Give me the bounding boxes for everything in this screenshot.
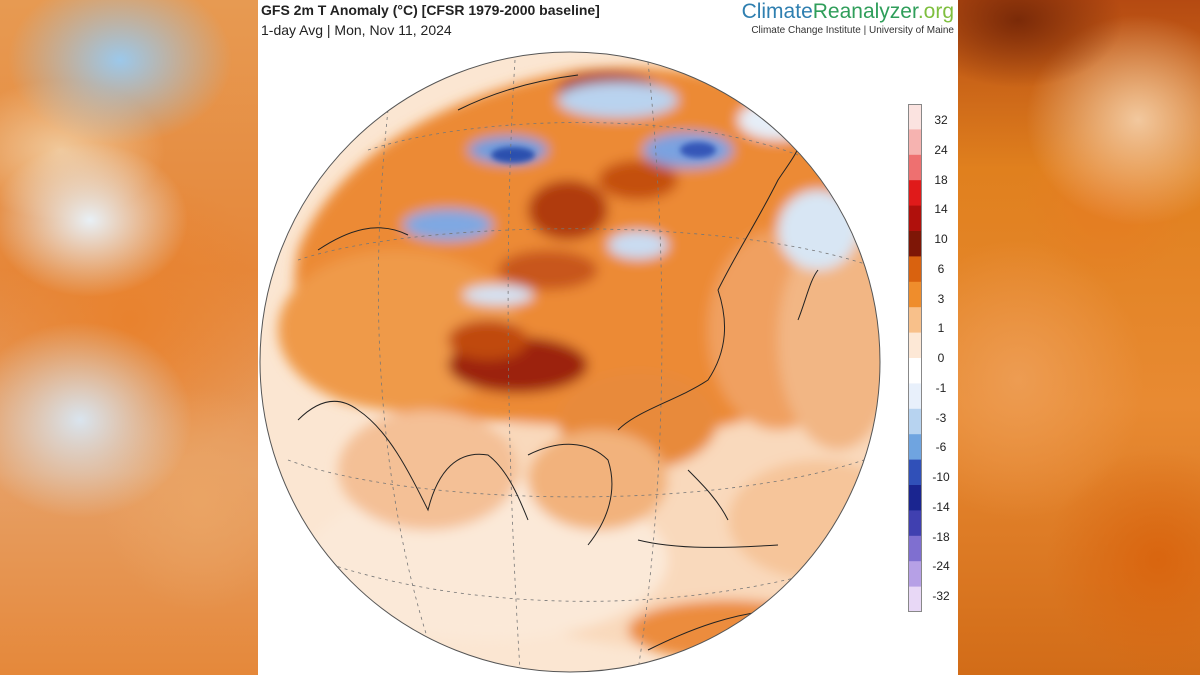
colorbar-swatch [908, 104, 922, 130]
colorbar-tick-label: -14 [932, 499, 950, 514]
colorbar-swatch [908, 459, 922, 486]
colorbar-swatch [908, 535, 922, 562]
map-panel: GFS 2m T Anomaly (°C) [CFSR 1979-2000 ba… [258, 0, 958, 675]
globe-map [259, 51, 881, 673]
colorbar-swatch [908, 180, 922, 207]
colorbar-swatch [908, 383, 922, 410]
colorbar-swatch [908, 510, 922, 537]
blurred-background-right [958, 0, 1200, 675]
map-title: GFS 2m T Anomaly (°C) [CFSR 1979-2000 ba… [261, 2, 600, 18]
map-subtitle: 1-day Avg | Mon, Nov 11, 2024 [261, 22, 452, 38]
colorbar-tick-label: -3 [935, 410, 947, 425]
colorbar-swatch [908, 205, 922, 232]
colorbar-tick-label: -32 [932, 589, 950, 603]
colorbar-border [908, 104, 922, 612]
colorbar-swatch [908, 332, 922, 359]
colorbar-tick-label: 18 [934, 172, 948, 187]
colorbar-swatch [908, 154, 922, 181]
colorbar-swatch [908, 434, 922, 461]
colorbar-tick-label: -10 [932, 470, 950, 484]
colorbar-swatch [908, 586, 922, 612]
colorbar-tick-label: 6 [937, 261, 945, 276]
colorbar-tick-label: -24 [932, 559, 950, 574]
colorbar-tick-label: 10 [934, 232, 948, 246]
colorbar [908, 104, 922, 612]
colorbar-swatch [908, 231, 922, 257]
anomaly-field [278, 67, 880, 660]
colorbar-tick-label: 14 [934, 202, 948, 217]
brand-logo: ClimateReanalyzer.org Climate Change Ins… [742, 0, 954, 37]
colorbar-tick-label: 0 [937, 351, 945, 365]
colorbar-tick-label: 24 [934, 142, 948, 157]
colorbar-swatch [908, 256, 922, 283]
colorbar-tick-label: 32 [934, 113, 948, 127]
graticule [287, 59, 879, 671]
colorbar-swatch [908, 281, 922, 308]
colorbar-swatch [908, 307, 922, 334]
colorbar-tick-label: -6 [935, 440, 947, 455]
colorbar-swatch [908, 358, 922, 384]
colorbar-tick-label: 1 [937, 321, 945, 336]
colorbar-tick-label: -1 [935, 380, 947, 395]
colorbar-swatch [908, 485, 922, 511]
colorbar-swatch [908, 408, 922, 435]
brand-affiliation: Climate Change Institute | University of… [751, 25, 954, 36]
colorbar-swatch [908, 561, 922, 588]
brand-name: ClimateReanalyzer.org [741, 0, 954, 23]
colorbar-swatch [908, 129, 922, 156]
colorbar-tick-label: 3 [937, 291, 945, 306]
blurred-background-left [0, 0, 258, 675]
colorbar-tick-label: -18 [932, 529, 950, 544]
